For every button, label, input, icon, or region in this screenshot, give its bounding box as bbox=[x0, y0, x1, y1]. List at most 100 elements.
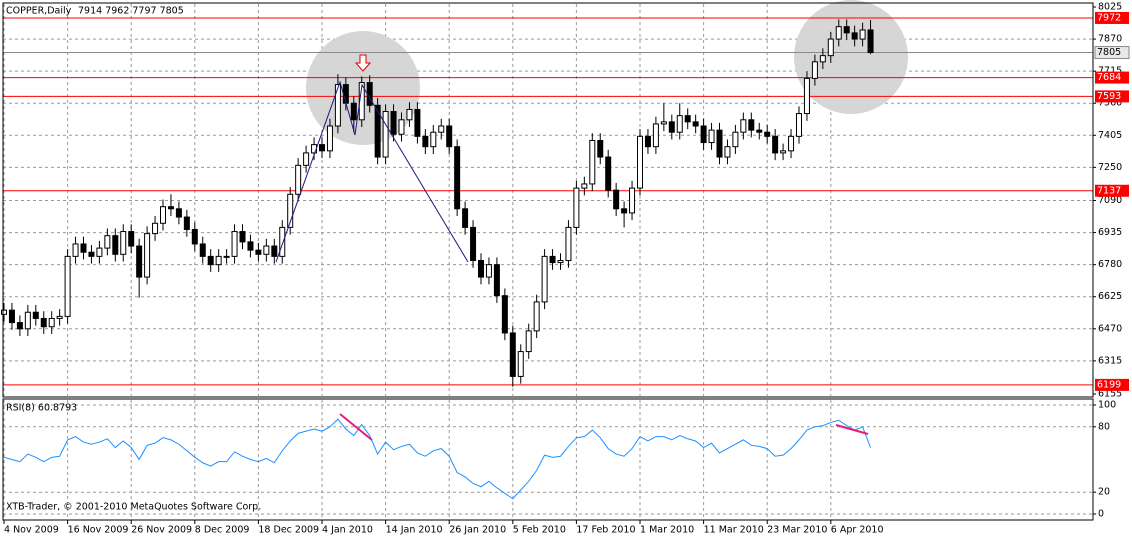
level-label-box bbox=[1095, 11, 1129, 24]
x-tick-label: 4 Jan 2010 bbox=[322, 525, 373, 536]
y-tick-label: 7090 bbox=[1098, 195, 1122, 206]
x-tick-label: 1 Mar 2010 bbox=[640, 525, 694, 536]
y-tick-label: 6935 bbox=[1098, 227, 1122, 238]
y-tick-label: 7870 bbox=[1098, 34, 1122, 45]
x-tick-label: 17 Feb 2010 bbox=[576, 525, 635, 536]
candle-body bbox=[48, 317, 55, 328]
candle-body bbox=[88, 251, 95, 257]
x-tick-label: 4 Nov 2009 bbox=[4, 525, 59, 536]
level-label-box bbox=[1095, 184, 1129, 197]
candle-body bbox=[525, 330, 532, 353]
candle-body bbox=[732, 131, 739, 148]
divergence-line bbox=[835, 424, 869, 435]
candle-body bbox=[637, 135, 643, 189]
candle-body bbox=[112, 235, 119, 255]
candle-body bbox=[652, 123, 659, 148]
candle-body bbox=[32, 311, 39, 319]
candle-body bbox=[772, 135, 779, 154]
y-tick-label: 7715 bbox=[1098, 66, 1122, 77]
x-tick-label: 26 Nov 2009 bbox=[131, 525, 192, 536]
candle-body bbox=[430, 131, 437, 148]
candle-body bbox=[199, 243, 206, 257]
candle-body bbox=[573, 187, 580, 228]
candle-body bbox=[493, 264, 500, 297]
candle-body bbox=[605, 156, 612, 191]
candle-body bbox=[708, 129, 715, 144]
grid-layer bbox=[3, 4, 1093, 519]
candle-body bbox=[819, 55, 826, 63]
y-tick-label: 20 bbox=[1098, 487, 1110, 498]
candle-body bbox=[255, 249, 262, 255]
candle-body bbox=[788, 135, 795, 152]
price-label: 7805 bbox=[1097, 47, 1121, 58]
level-label: 7593 bbox=[1097, 91, 1121, 102]
candle-body bbox=[56, 315, 63, 319]
x-tick-label: 11 Mar 2010 bbox=[704, 525, 764, 536]
candle-body bbox=[613, 189, 620, 210]
candle-body bbox=[676, 115, 683, 133]
x-tick-label: 23 Mar 2010 bbox=[767, 525, 827, 536]
candle-body bbox=[342, 84, 349, 104]
candle-body bbox=[350, 102, 357, 121]
candle-body bbox=[764, 131, 771, 137]
candle-body bbox=[557, 260, 564, 264]
candle-body bbox=[668, 121, 675, 133]
candle-body bbox=[319, 144, 325, 152]
level-label: 7137 bbox=[1097, 185, 1121, 196]
candle-body bbox=[485, 264, 492, 278]
price-label-box bbox=[1094, 46, 1130, 60]
candle-body bbox=[104, 235, 111, 249]
highlight-circle bbox=[794, 0, 908, 114]
level-label: 7684 bbox=[1097, 72, 1121, 83]
candle-body bbox=[24, 311, 31, 330]
candle-body bbox=[700, 125, 707, 144]
rsi-title: RSI(8) 60.8793 bbox=[6, 403, 77, 414]
candle-body bbox=[597, 139, 604, 158]
candle-body bbox=[589, 139, 596, 185]
candle-body bbox=[191, 228, 198, 245]
candle-body bbox=[644, 135, 651, 148]
candle-body bbox=[414, 108, 421, 137]
candle-body bbox=[72, 243, 79, 257]
y-tick-label: 6780 bbox=[1098, 259, 1122, 270]
candle-body bbox=[382, 111, 389, 158]
candle-body bbox=[167, 206, 174, 210]
candle-body bbox=[629, 187, 636, 214]
candle-body bbox=[374, 104, 381, 158]
candle-body bbox=[303, 152, 310, 166]
candle-body bbox=[565, 226, 572, 262]
x-tick-label: 5 Feb 2010 bbox=[513, 525, 566, 536]
copyright: XTB-Trader, © 2001-2010 MetaQuotes Softw… bbox=[6, 502, 261, 513]
x-tick-label: 8 Dec 2009 bbox=[195, 525, 250, 536]
x-tick-label: 14 Jan 2010 bbox=[386, 525, 443, 536]
candle-body bbox=[64, 255, 71, 317]
candle-body bbox=[660, 121, 667, 125]
level-label-box bbox=[1095, 90, 1129, 103]
candle-body bbox=[406, 108, 413, 121]
symbol-title: COPPER,Daily bbox=[6, 6, 72, 17]
candle-body bbox=[509, 332, 516, 377]
candle-body bbox=[621, 208, 628, 214]
y-tick-label: 80 bbox=[1098, 421, 1110, 432]
candle-body bbox=[40, 317, 47, 328]
candle-body bbox=[740, 119, 747, 133]
candle-body bbox=[326, 125, 333, 152]
candle-body bbox=[501, 295, 508, 334]
candle-body bbox=[803, 77, 810, 115]
candle-body bbox=[796, 113, 802, 137]
candle-body bbox=[120, 231, 127, 255]
candle-body bbox=[334, 84, 341, 127]
candle-body bbox=[478, 260, 484, 278]
candle-body bbox=[835, 26, 842, 40]
candle-body bbox=[239, 231, 246, 243]
divergence-line bbox=[339, 413, 373, 441]
zigzag bbox=[275, 80, 469, 263]
candle-body bbox=[780, 150, 787, 154]
candle-body bbox=[183, 216, 190, 230]
candle-body bbox=[470, 226, 477, 262]
down-arrow bbox=[354, 54, 372, 72]
candle-body bbox=[462, 208, 469, 228]
candle-body bbox=[422, 135, 429, 148]
